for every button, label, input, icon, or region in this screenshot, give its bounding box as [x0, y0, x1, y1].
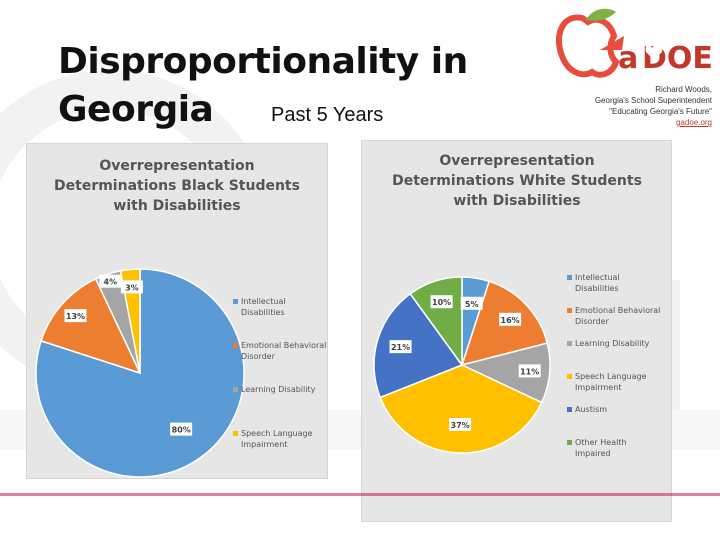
legend-label-learning-disability: Learning Disability — [241, 385, 316, 394]
data-label-intellectual-disabilities: 80% — [172, 426, 191, 435]
legend-swatch-austism — [567, 407, 572, 412]
data-label-box — [64, 309, 87, 323]
pie-slice-speech-language-impairment — [379, 364, 543, 454]
chart-title: Overrepresentation Determinations White … — [392, 153, 642, 209]
legend-swatch-intellectual-disabilities — [567, 275, 572, 280]
legend-swatch-emotional-behavioral-disorder — [567, 308, 572, 313]
data-label-box — [99, 274, 122, 288]
chart-title-line-1: Overrepresentation — [439, 153, 594, 169]
legend-label-speech-language-impairment: Impairment — [241, 440, 287, 449]
data-label-box — [460, 296, 483, 310]
legend-swatch-other-health-impaired — [567, 440, 572, 445]
data-label-learning-disability: 4% — [104, 278, 118, 287]
footer-accent-line — [0, 493, 720, 496]
legend-label-emotional-behavioral-disorder: Disorder — [241, 352, 276, 361]
data-label-box — [389, 340, 412, 354]
data-label-box — [170, 422, 193, 436]
legend-swatch-intellectual-disabilities — [233, 299, 238, 304]
data-label-intellectual-disabilities: 5% — [465, 300, 479, 309]
data-label-box — [430, 295, 453, 309]
legend-label-speech-language-impairment: Impairment — [575, 383, 621, 392]
legend-label-speech-language-impairment: Speech Language — [241, 429, 313, 438]
pie-chart-black-students: Overrepresentation Determinations Black … — [35, 158, 326, 478]
legend-label-emotional-behavioral-disorder: Emotional Behavioral — [575, 306, 660, 315]
data-label-learning-disability: 11% — [520, 367, 539, 376]
legend-label-other-health-impaired: Impaired — [575, 449, 610, 458]
data-label-speech-language-impairment: 3% — [125, 283, 139, 292]
page-subtitle: Past 5 Years — [271, 104, 384, 126]
pie-slice-austism — [373, 292, 464, 399]
apple-icon — [555, 14, 620, 78]
leaf-icon — [586, 8, 616, 21]
pie-chart-white-students: Overrepresentation Determinations White … — [373, 153, 660, 458]
credit-role: Georgia's School Superintendent — [594, 96, 712, 105]
legend-swatch-emotional-behavioral-disorder — [233, 343, 238, 348]
legend-swatch-speech-language-impairment — [233, 431, 238, 436]
chart-title: Overrepresentation Determinations Black … — [54, 158, 300, 214]
page-title: Disproportionality in Georgia — [58, 41, 468, 130]
legend-label-intellectual-disabilities: Disabilities — [575, 284, 619, 293]
legend-label-learning-disability: Learning Disability — [575, 339, 650, 348]
gadoe-logo: a DOE — [555, 8, 713, 78]
data-label-box — [449, 417, 472, 431]
pie-slice-emotional-behavioral-disorder — [40, 277, 142, 375]
data-label-box — [120, 280, 143, 294]
credit-motto: "Educating Georgia's Future" — [609, 107, 712, 116]
data-label-speech-language-impairment: 37% — [451, 421, 470, 430]
data-label-emotional-behavioral-disorder: 16% — [501, 316, 520, 325]
chart-title-line-2: Determinations Black Students — [54, 178, 300, 194]
legend-label-emotional-behavioral-disorder: Emotional Behavioral — [241, 341, 326, 350]
legend-label-speech-language-impairment: Speech Language — [575, 372, 647, 381]
legend-swatch-speech-language-impairment — [567, 374, 572, 379]
data-label-other-health-impaired: 10% — [432, 298, 451, 307]
legend-label-emotional-behavioral-disorder: Disorder — [575, 317, 610, 326]
legend-label-other-health-impaired: Other Health — [575, 438, 627, 447]
legend-label-intellectual-disabilities: Intellectual — [575, 273, 620, 282]
chart-title-line-3: with Disabilities — [113, 198, 240, 214]
legend-label-austism: Austism — [575, 405, 607, 414]
chart-title-line-1: Overrepresentation — [99, 158, 254, 174]
pie-slice-speech-language-impairment — [119, 268, 141, 374]
data-label-austism: 21% — [391, 343, 410, 352]
credit-name: Richard Woods, — [655, 85, 712, 94]
legend-label-intellectual-disabilities: Disabilities — [241, 308, 285, 317]
legend-label-intellectual-disabilities: Intellectual — [241, 297, 286, 306]
data-label-box — [518, 364, 541, 378]
svg-text:a: a — [618, 41, 638, 76]
data-label-box — [499, 312, 522, 326]
credit-url[interactable]: gadoe.org — [675, 118, 712, 127]
superintendent-credit: Richard Woods, Georgia's School Superint… — [512, 84, 712, 128]
chart-panel-black-students: Overrepresentation Determinations Black … — [26, 143, 328, 479]
chart-panel-white-students: Overrepresentation Determinations White … — [361, 140, 672, 522]
legend-swatch-learning-disability — [567, 341, 572, 346]
data-label-emotional-behavioral-disorder: 13% — [66, 312, 85, 321]
legend-swatch-learning-disability — [233, 387, 238, 392]
chart-title-line-3: with Disabilities — [453, 193, 580, 209]
chart-title-line-2: Determinations White Students — [392, 173, 642, 189]
